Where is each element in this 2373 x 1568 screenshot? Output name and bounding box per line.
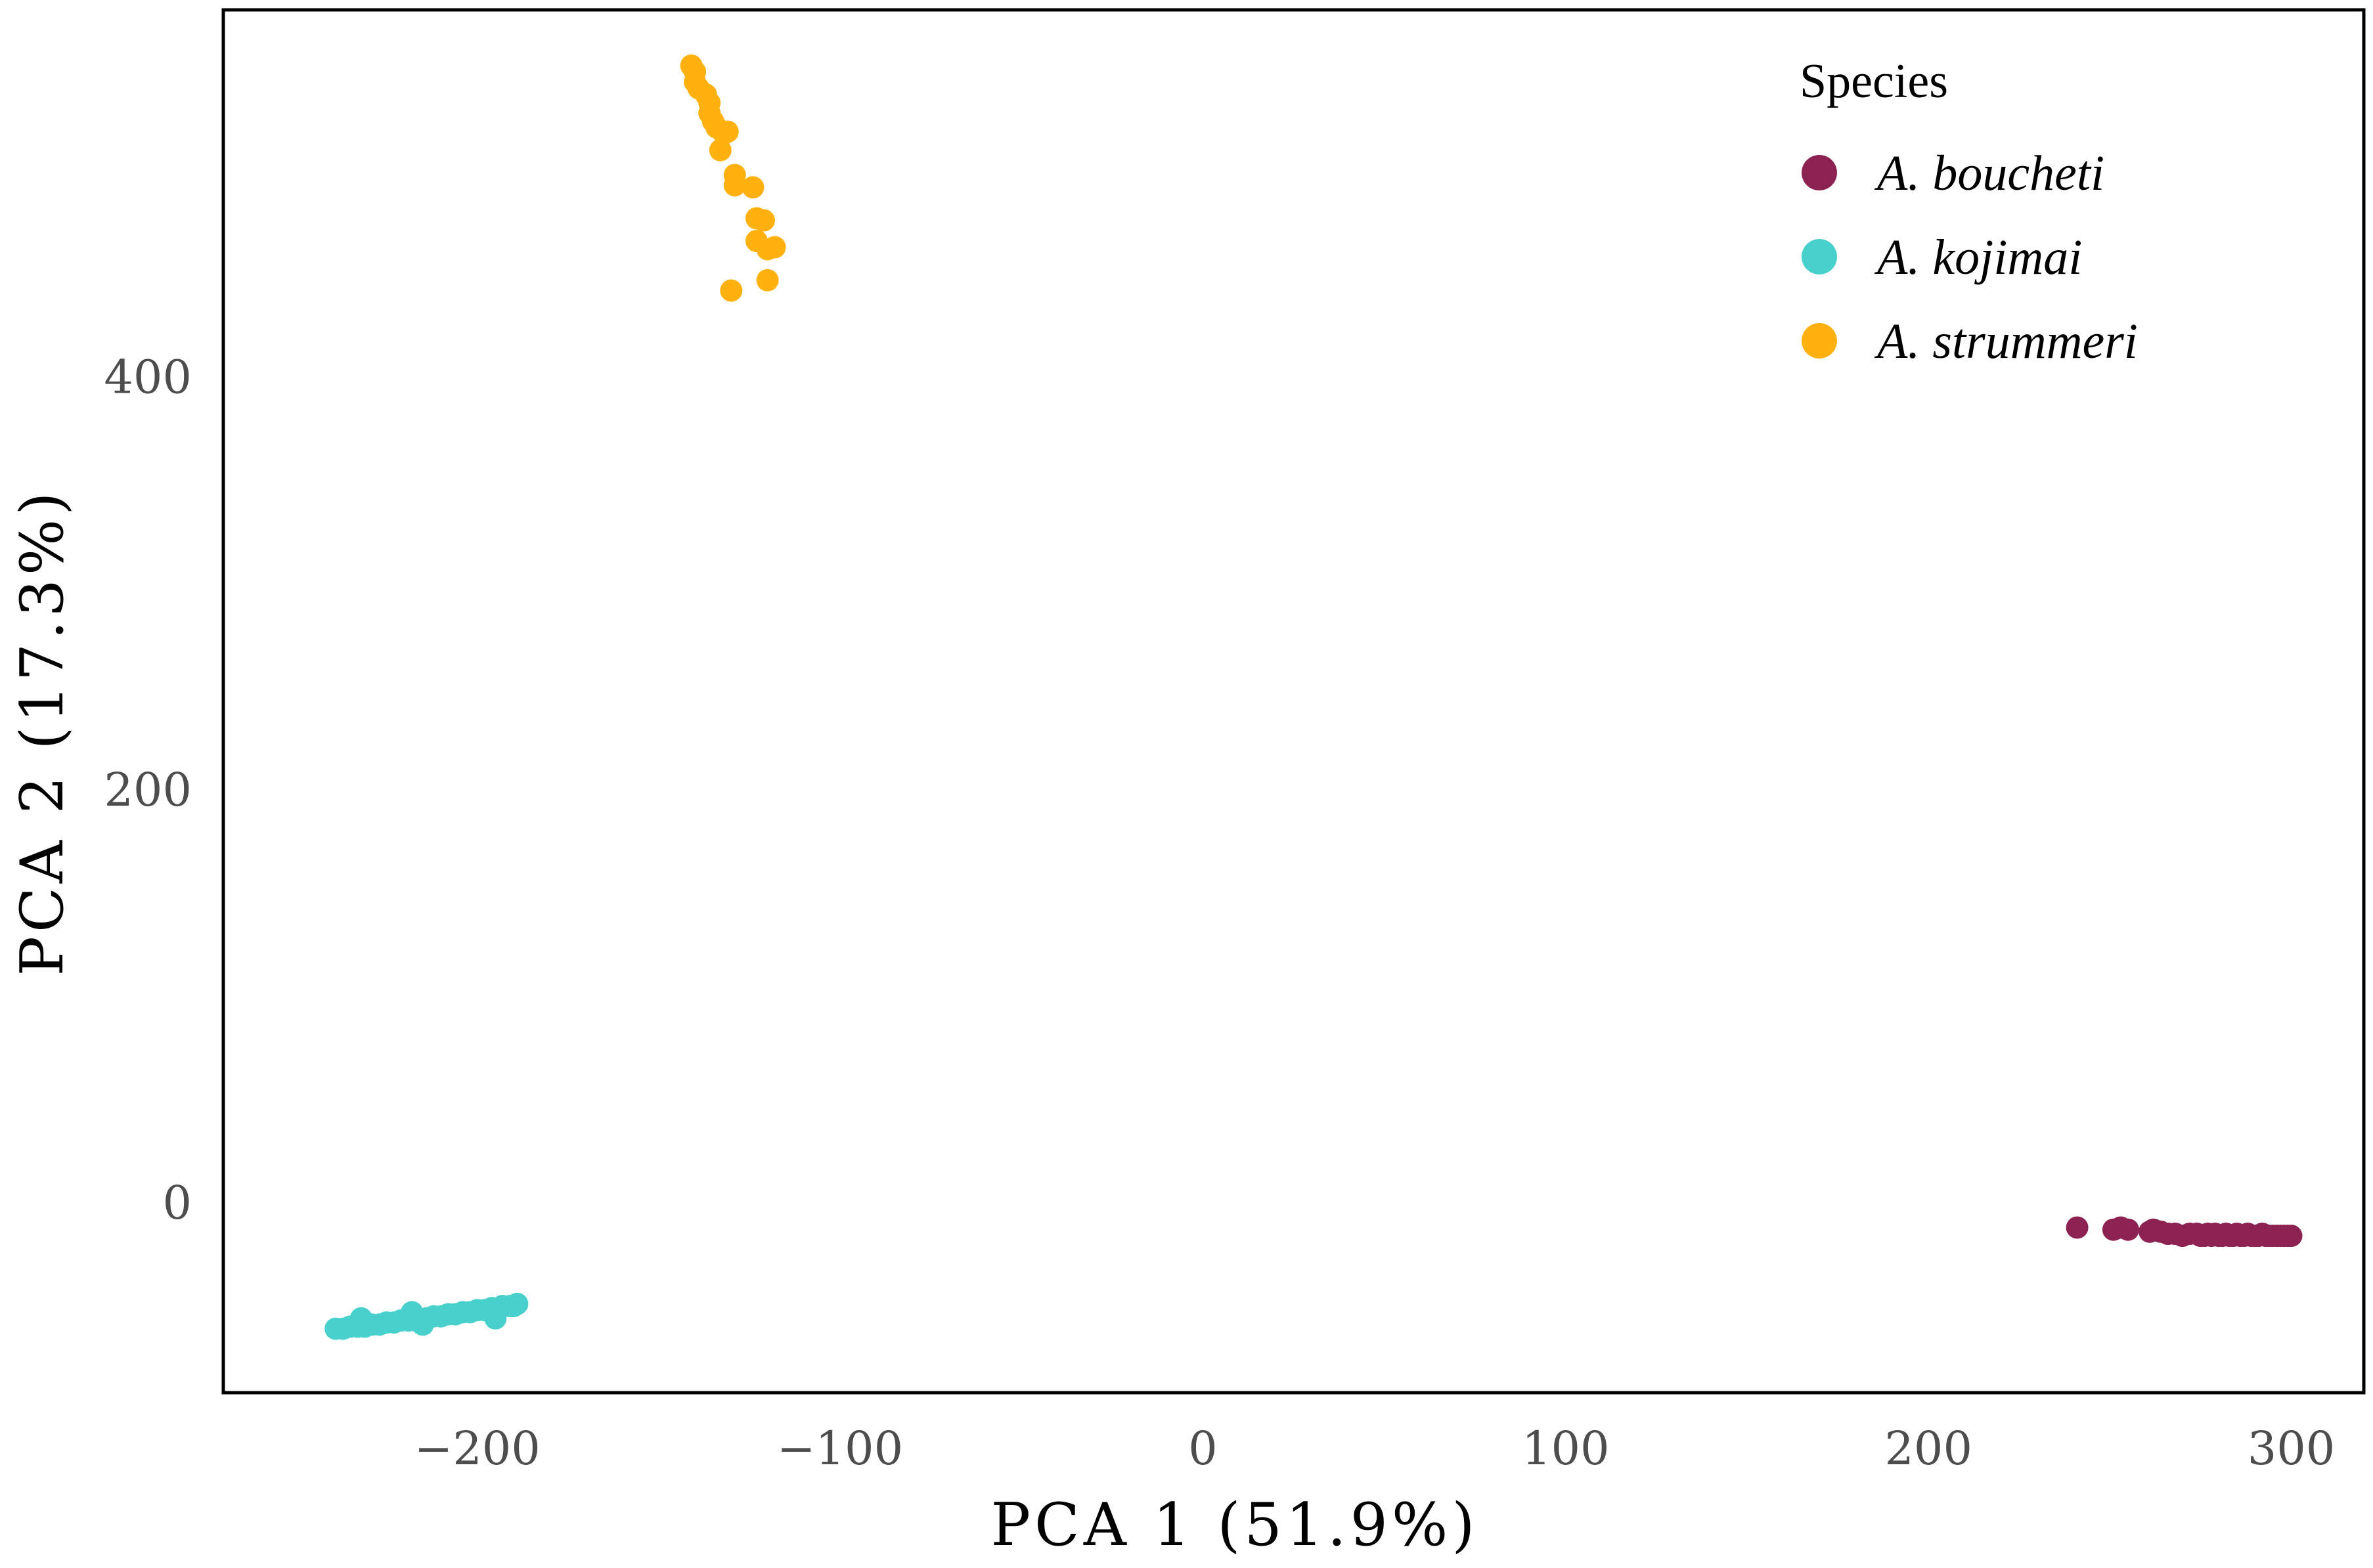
legend-label-a-kojimai: A. kojimai — [1874, 230, 2082, 285]
x-tick-label: 200 — [1884, 1422, 1972, 1475]
point-a-strummeri-21 — [720, 279, 743, 302]
legend-items: A. boucheti A. kojimai A. strummeri — [1802, 146, 2138, 369]
legend-key-a-boucheti — [1802, 155, 1837, 190]
y-tick-label: 200 — [104, 763, 192, 817]
point-a-boucheti-3 — [2117, 1218, 2139, 1241]
point-a-strummeri-11 — [716, 120, 739, 143]
point-a-strummeri-20 — [756, 269, 779, 292]
point-a-kojimai-30 — [506, 1292, 529, 1315]
y-tick-label: 0 — [162, 1176, 192, 1230]
x-tick-label: −200 — [414, 1422, 541, 1475]
point-a-boucheti-0 — [2066, 1216, 2089, 1239]
point-a-strummeri-13 — [723, 163, 746, 186]
legend-key-a-kojimai — [1802, 239, 1837, 274]
y-axis-title: PCA 2 (17.3%) — [8, 488, 77, 976]
plot-panel-border — [221, 8, 2366, 1395]
point-a-strummeri-19 — [763, 236, 786, 259]
point-a-boucheti-37 — [2280, 1225, 2303, 1248]
x-tick-label: −100 — [777, 1422, 903, 1475]
legend-key-a-strummeri — [1802, 323, 1837, 359]
x-tick-label: 0 — [1188, 1422, 1218, 1475]
y-axis-ticks: 0 200 400 — [104, 351, 192, 1230]
x-axis-ticks: −200 −100 0 100 200 300 — [414, 1422, 2336, 1475]
x-axis-title: PCA 1 (51.9%) — [990, 1491, 1478, 1559]
x-tick-label: 300 — [2248, 1422, 2336, 1475]
point-a-strummeri-14 — [742, 176, 765, 199]
y-tick-label: 400 — [104, 351, 192, 404]
point-a-strummeri-17 — [753, 209, 775, 232]
legend: Species A. boucheti A. kojimai A. strummer… — [1800, 54, 2138, 369]
plot-points — [324, 54, 2303, 1340]
legend-label-a-strummeri: A. strummeri — [1874, 314, 2138, 369]
x-tick-label: 100 — [1522, 1422, 1610, 1475]
legend-title: Species — [1800, 54, 1948, 108]
legend-label-a-boucheti: A. boucheti — [1874, 146, 2104, 201]
